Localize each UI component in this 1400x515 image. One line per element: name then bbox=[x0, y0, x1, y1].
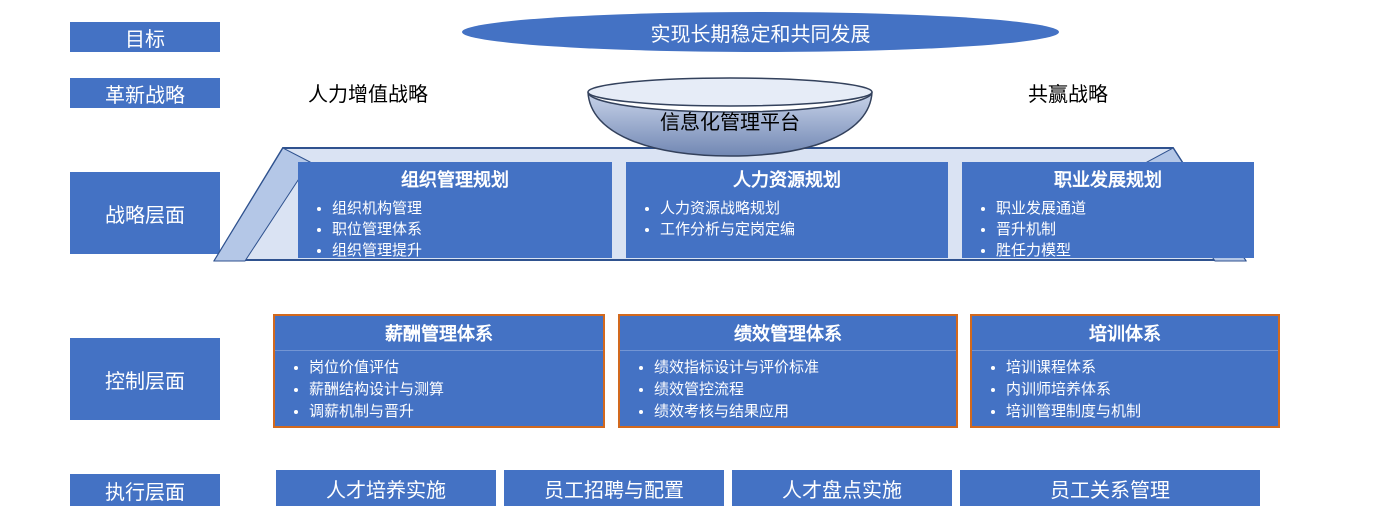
list-item: 薪酬结构设计与测算 bbox=[309, 379, 603, 401]
list-item: 职位管理体系 bbox=[332, 219, 612, 240]
diagram-canvas: 目标 革新战略 战略层面 控制层面 执行层面 实现长期稳定和共同发展 人力增值战… bbox=[0, 0, 1400, 515]
card-list: 绩效指标设计与评价标准 绩效管控流程 绩效考核与结果应用 bbox=[620, 357, 956, 422]
list-item: 培训课程体系 bbox=[1006, 357, 1278, 379]
list-item: 晋升机制 bbox=[996, 219, 1254, 240]
list-item: 岗位价值评估 bbox=[309, 357, 603, 379]
card-list: 人力资源战略规划 工作分析与定岗定编 bbox=[626, 198, 948, 240]
list-item: 组织管理提升 bbox=[332, 240, 612, 261]
exec-chip-0: 人才培养实施 bbox=[276, 470, 496, 506]
strategy-card-0: 组织管理规划 组织机构管理 职位管理体系 组织管理提升 bbox=[298, 162, 612, 258]
card-list: 职业发展通道 晋升机制 胜任力模型 bbox=[962, 198, 1254, 261]
chip-text: 人才培养实施 bbox=[326, 474, 446, 503]
control-card-1: 绩效管理体系 绩效指标设计与评价标准 绩效管控流程 绩效考核与结果应用 bbox=[620, 316, 956, 426]
control-card-2: 培训体系 培训课程体系 内训师培养体系 培训管理制度与机制 bbox=[972, 316, 1278, 426]
card-list: 培训课程体系 内训师培养体系 培训管理制度与机制 bbox=[972, 357, 1278, 422]
list-item: 调薪机制与晋升 bbox=[309, 401, 603, 423]
row-label-control: 控制层面 bbox=[70, 338, 220, 420]
exec-chip-1: 员工招聘与配置 bbox=[504, 470, 724, 506]
exec-chip-3: 员工关系管理 bbox=[960, 470, 1260, 506]
list-item: 培训管理制度与机制 bbox=[1006, 401, 1278, 423]
list-item: 绩效指标设计与评价标准 bbox=[654, 357, 956, 379]
card-list: 组织机构管理 职位管理体系 组织管理提升 bbox=[298, 198, 612, 261]
card-title: 人力资源规划 bbox=[626, 162, 948, 196]
strategy-card-1: 人力资源规划 人力资源战略规划 工作分析与定岗定编 bbox=[626, 162, 948, 258]
card-title: 培训体系 bbox=[972, 316, 1278, 351]
exec-chip-2: 人才盘点实施 bbox=[732, 470, 952, 506]
card-title: 薪酬管理体系 bbox=[275, 316, 603, 351]
row-label-exec: 执行层面 bbox=[70, 474, 220, 506]
chip-text: 员工招聘与配置 bbox=[544, 474, 684, 503]
card-title: 组织管理规划 bbox=[298, 162, 612, 196]
list-item: 组织机构管理 bbox=[332, 198, 612, 219]
list-item: 工作分析与定岗定编 bbox=[660, 219, 948, 240]
list-item: 人力资源战略规划 bbox=[660, 198, 948, 219]
strategy-card-2: 职业发展规划 职业发展通道 晋升机制 胜任力模型 bbox=[962, 162, 1254, 258]
label-text: 控制层面 bbox=[105, 365, 185, 394]
list-item: 胜任力模型 bbox=[996, 240, 1254, 261]
chip-text: 员工关系管理 bbox=[1050, 474, 1170, 503]
list-item: 绩效管控流程 bbox=[654, 379, 956, 401]
card-title: 绩效管理体系 bbox=[620, 316, 956, 351]
list-item: 绩效考核与结果应用 bbox=[654, 401, 956, 423]
card-title: 职业发展规划 bbox=[962, 162, 1254, 196]
bowl-label: 信息化管理平台 bbox=[660, 106, 800, 135]
card-list: 岗位价值评估 薪酬结构设计与测算 调薪机制与晋升 bbox=[275, 357, 603, 422]
chip-text: 人才盘点实施 bbox=[782, 474, 902, 503]
label-text: 执行层面 bbox=[105, 476, 185, 505]
list-item: 内训师培养体系 bbox=[1006, 379, 1278, 401]
control-card-0: 薪酬管理体系 岗位价值评估 薪酬结构设计与测算 调薪机制与晋升 bbox=[275, 316, 603, 426]
list-item: 职业发展通道 bbox=[996, 198, 1254, 219]
